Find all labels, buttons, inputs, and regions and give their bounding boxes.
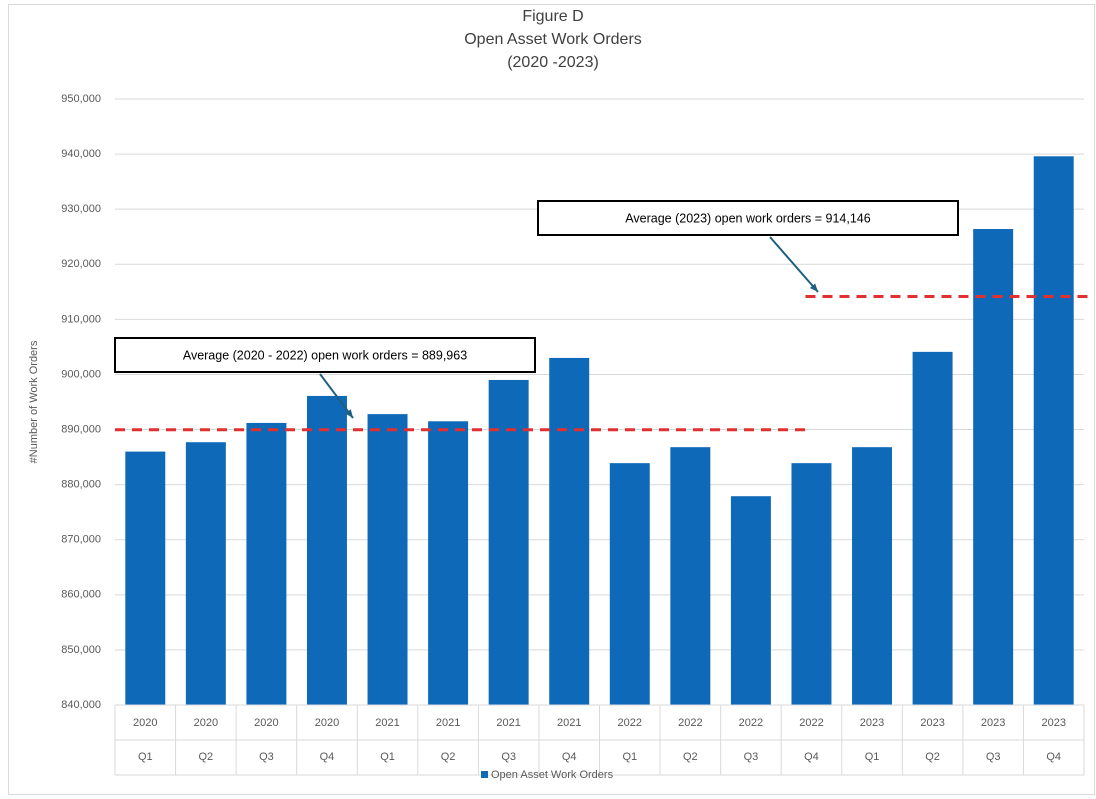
x-tick-label: Q3 [986,751,1001,763]
x-tick-label: 2020 [254,717,278,729]
y-tick-label: 910,000 [61,313,101,325]
annotation-arrow [769,236,819,293]
annotation-text: Average (2020 - 2022) open work orders =… [183,348,467,362]
x-tick-label: Q3 [501,751,516,763]
x-tick-label: Q2 [441,751,456,763]
chart-title: (2020 -2023) [507,54,599,71]
annotation-arrow [319,373,354,419]
y-tick-label: 890,000 [61,423,101,435]
x-tick-label: 2023 [860,717,884,729]
bar [852,447,893,705]
x-tick-label: 2022 [678,717,702,729]
x-tick-label: 2021 [436,717,460,729]
x-tick-label: Q4 [1046,751,1061,763]
y-tick-label: 880,000 [61,479,101,491]
x-tick-label: 2020 [194,717,218,729]
x-tick-label: Q1 [138,751,153,763]
x-tick-label: Q4 [562,751,577,763]
x-tick-label: Q3 [744,751,759,763]
annotation-arrowhead [809,283,818,292]
x-tick-label: 2023 [981,717,1005,729]
y-tick-label: 950,000 [61,93,101,105]
bar [730,496,771,705]
y-tick-label: 940,000 [61,148,101,160]
x-tick-label: Q4 [804,751,819,763]
x-tick-label: 2020 [315,717,339,729]
annotation-box [114,337,536,373]
bar [670,447,711,705]
legend-swatch [481,771,488,778]
x-tick-label: 2023 [920,717,944,729]
bar [306,395,347,705]
annotation-text: Average (2023) open work orders = 914,14… [625,211,870,225]
x-tick-label: Q1 [380,751,395,763]
x-tick-label: Q1 [865,751,880,763]
y-tick-label: 860,000 [61,589,101,601]
y-axis-label: #Number of Work Orders [28,340,40,463]
y-tick-label: 850,000 [61,644,101,656]
x-tick-label: 2022 [799,717,823,729]
bar [185,442,226,705]
chart-title: Figure D [522,8,583,25]
y-tick-label: 900,000 [61,368,101,380]
bar [367,414,408,705]
x-tick-label: Q3 [259,751,274,763]
y-tick-label: 840,000 [61,699,101,711]
bar [428,421,469,705]
x-tick-label: Q2 [199,751,214,763]
y-tick-label: 920,000 [61,258,101,270]
bar [488,379,529,705]
x-tick-label: Q2 [925,751,940,763]
x-tick-label: 2023 [1041,717,1065,729]
bar [246,422,287,705]
annotation-box [537,200,959,236]
annotation-arrowhead [345,409,353,418]
bar [1033,156,1074,705]
x-tick-label: 2021 [375,717,399,729]
x-tick-label: Q1 [622,751,637,763]
x-tick-label: 2022 [739,717,763,729]
x-tick-label: 2021 [496,717,520,729]
chart-title: Open Asset Work Orders [464,31,642,48]
bar [549,357,590,705]
bar [125,451,166,705]
x-tick-label: 2022 [618,717,642,729]
bar [912,351,953,705]
x-tick-label: 2021 [557,717,581,729]
y-tick-label: 930,000 [61,203,101,215]
bar [791,463,832,705]
legend-label: Open Asset Work Orders [491,769,614,781]
y-tick-label: 870,000 [61,534,101,546]
bar [973,229,1014,706]
x-tick-label: Q4 [320,751,335,763]
x-tick-label: Q2 [683,751,698,763]
bar [609,463,650,705]
x-tick-label: 2020 [133,717,157,729]
